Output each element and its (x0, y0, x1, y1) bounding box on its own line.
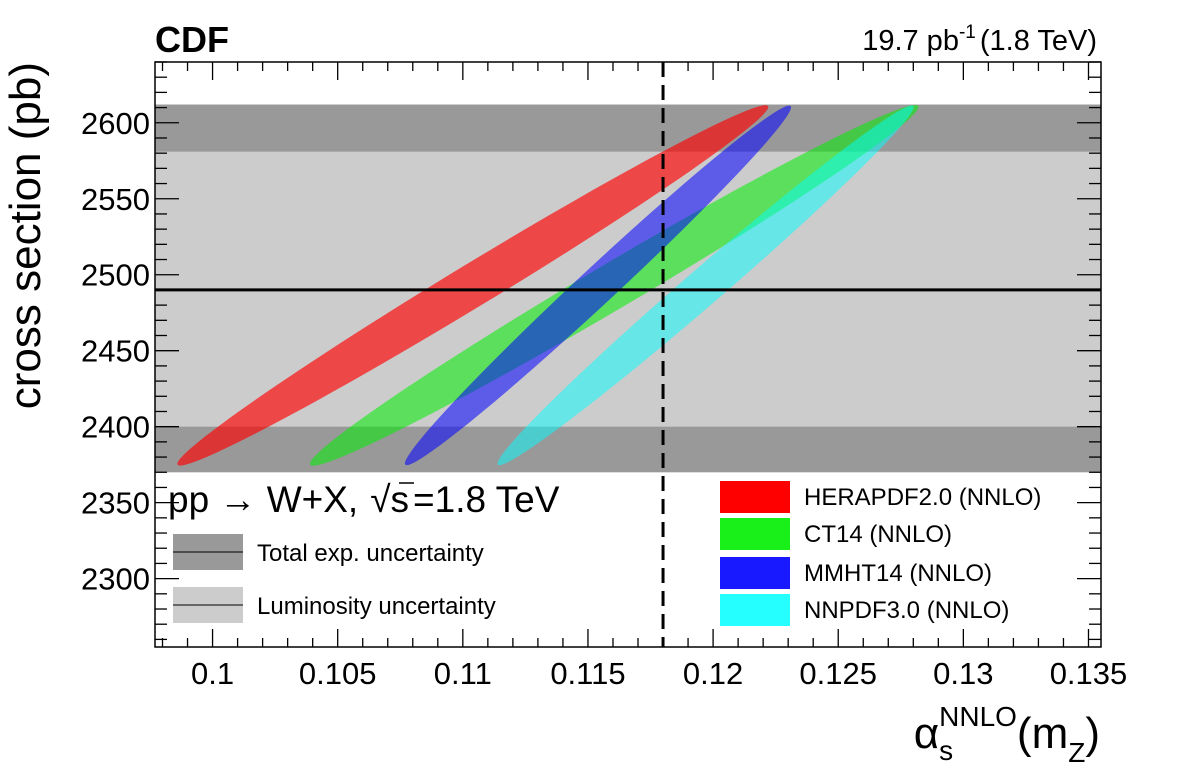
axis-ticks (155, 61, 1101, 647)
series-legend-label: CT14 (NNLO) (804, 521, 952, 548)
series-legend-swatch (720, 594, 790, 626)
x-axis-title-superscript: NNLO (939, 701, 1017, 732)
process-label-s: s (391, 479, 410, 520)
process-label: pp → W+X, √s =1.8 TeV (168, 479, 560, 520)
luminosity-value: 19.7 pb (862, 25, 959, 57)
x-tick-label: 0.13 (933, 656, 993, 691)
x-tick-label: 0.11 (434, 656, 492, 691)
series-legend-label: MMHT14 (NNLO) (804, 560, 992, 587)
y-tick-label: 2350 (81, 486, 150, 521)
y-axis-title: cross section (pb) (1, 62, 50, 409)
series-legend-swatch (720, 557, 790, 589)
x-tick-label: 0.105 (299, 656, 377, 691)
x-tick-label: 0.115 (550, 656, 625, 691)
x-axis-title: αsNNLO(mZ) (914, 701, 1100, 768)
process-label-sqrt: √ (370, 479, 391, 520)
y-tick-label: 2500 (81, 258, 150, 293)
pdf-ellipses (177, 104, 919, 466)
ellipse-mmht14-nnlo (404, 105, 792, 466)
band-legend: Total exp. uncertainty Luminosity uncerta… (173, 534, 496, 623)
series-legend-label: NNPDF3.0 (NNLO) (804, 597, 1009, 624)
y-tick-label: 2450 (81, 334, 150, 369)
x-axis-title-arg-subscript: Z (1068, 737, 1085, 768)
y-tick-label: 2550 (81, 182, 150, 217)
plot-frame (154, 61, 1102, 648)
series-legend-swatch (720, 518, 790, 550)
series-legend-swatch (720, 481, 790, 513)
ellipse-nnpdf3-0-nnlo (497, 105, 914, 466)
band-legend-label: Total exp. uncertainty (257, 540, 484, 567)
luminosity-label: 19.7 pb-1 (1.8 TeV) (862, 22, 1097, 57)
y-tick-label: 2400 (81, 410, 150, 445)
x-tick-label: 0.12 (683, 656, 743, 691)
uncertainty-band-1 (155, 426, 1101, 473)
y-tick-label: 2300 (81, 562, 150, 597)
energy-label: (1.8 TeV) (980, 25, 1097, 57)
series-legend-label: HERAPDF2.0 (NNLO) (804, 484, 1041, 511)
x-tick-label: 0.1 (191, 656, 234, 691)
uncertainty-band-2 (155, 104, 1101, 152)
process-label-energy: =1.8 TeV (413, 479, 560, 520)
x-tick-label: 0.125 (799, 656, 877, 691)
y-tick-label: 2600 (81, 106, 150, 141)
x-axis-title-symbol: α (914, 709, 939, 758)
experiment-label: CDF (155, 19, 229, 60)
y-tick-labels: 2300 2350 2400 2450 2500 2550 2600 (81, 106, 150, 597)
series-legend: HERAPDF2.0 (NNLO) CT14 (NNLO) MMHT14 (NNLO… (720, 481, 1041, 626)
ellipse-herapdf2-0-nnlo (177, 105, 769, 466)
luminosity-unit-exponent: -1 (959, 22, 976, 43)
x-tick-labels: 0.1 0.105 0.11 0.115 0.12 0.125 0.13 0.135 (191, 656, 1127, 691)
x-axis-title-subscript: s (939, 735, 953, 766)
process-label-reaction: pp → W+X, (168, 479, 358, 520)
band-legend-label: Luminosity uncertainty (257, 593, 496, 620)
x-axis-title-arg-open: (m (1017, 709, 1068, 758)
x-axis-title-arg-close: ) (1085, 709, 1100, 758)
x-tick-label: 0.135 (1050, 656, 1128, 691)
